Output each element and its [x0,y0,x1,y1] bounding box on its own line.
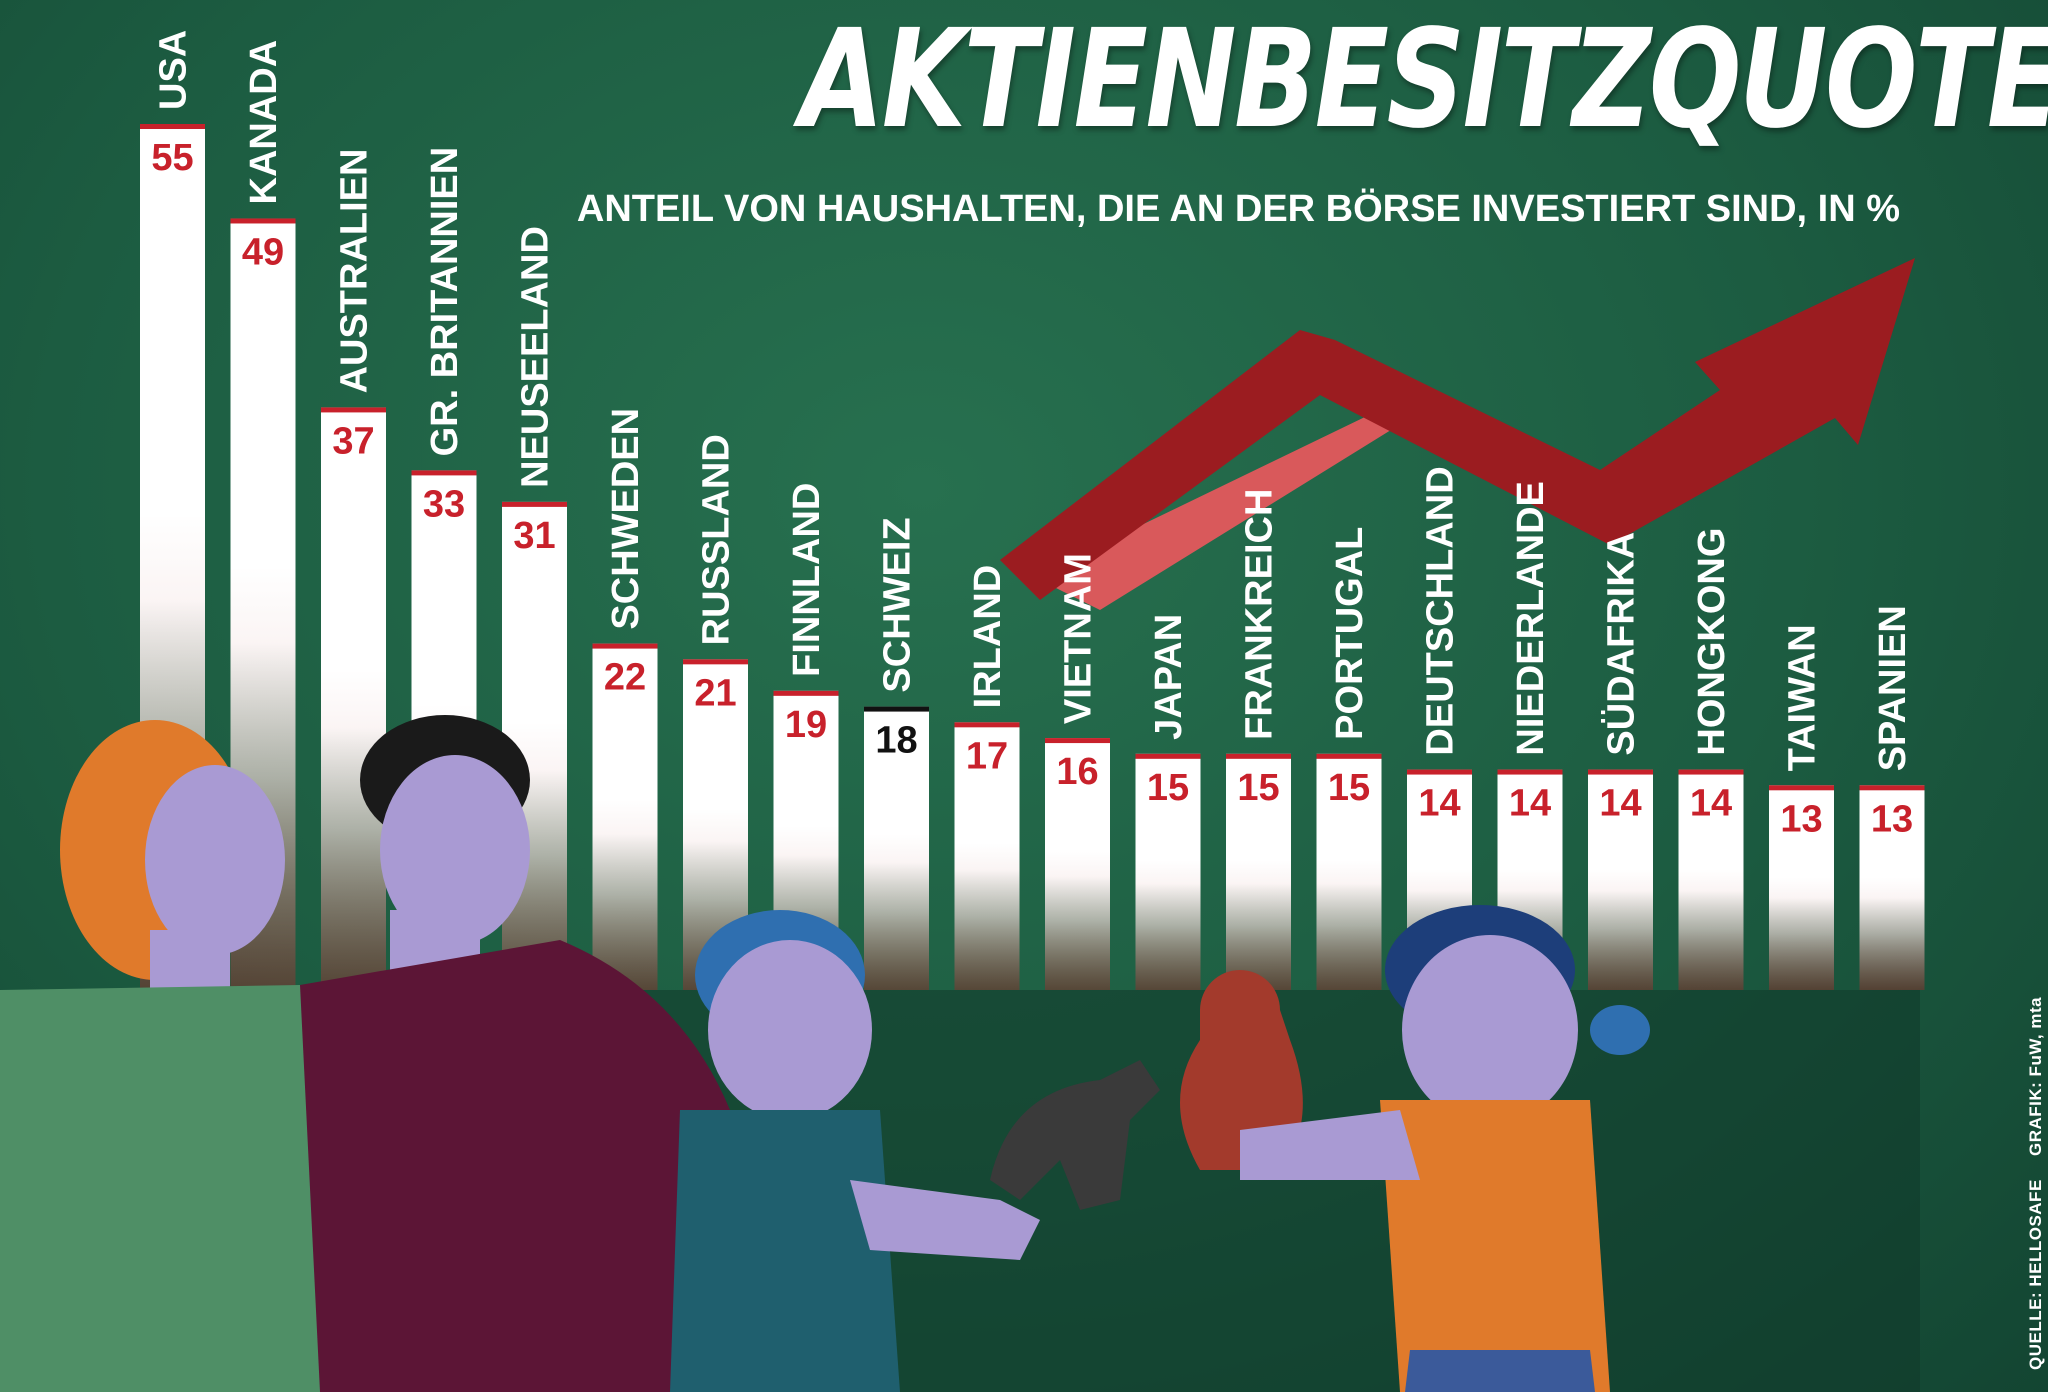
bar-cap [1588,769,1653,775]
woman-face [145,765,285,955]
bar-value-label: 15 [1147,767,1189,809]
graphic-credit: GRAFIK: FuW, mta [2026,996,2045,1156]
bar-grain [864,834,929,990]
boy-arm [850,1180,1040,1260]
country-label: AUSTRALIEN [334,149,376,394]
country-label: JAPAN [1148,614,1190,740]
bar-value-label: 55 [151,137,193,179]
country-label: NIEDERLANDE [1510,481,1552,755]
bar-grain [1226,860,1291,990]
bar-value-label: 13 [1780,798,1822,840]
bar-grain [1588,868,1653,990]
bar-grain [321,669,386,990]
bar-grain [1678,868,1744,990]
bar-grain [1769,877,1834,990]
trend-arrow-body [1000,258,1915,600]
bar-cap [1316,753,1382,759]
bar-grain [1316,860,1382,990]
bar-cap [1678,769,1744,775]
bar-value-label: 16 [1056,751,1098,793]
teddy-bear [1180,970,1303,1170]
country-label: RUSSLAND [696,434,738,645]
girl-ponytail [1590,1005,1650,1055]
bull-figure [990,1060,1160,1210]
bar-cap [773,690,839,696]
source-credit: QUELLE: HELLOSAFE GRAFIK: FuW, mta [2026,979,2046,1370]
bar-value-label: 22 [604,657,646,699]
country-label: SPANIEN [1872,605,1914,771]
girl-body [1380,1100,1610,1392]
bar-grain [1045,851,1110,990]
bar-value-label: 14 [1690,783,1732,825]
country-label: IRLAND [967,565,1009,709]
country-label: SCHWEDEN [605,408,647,630]
man-body [300,940,760,1392]
bar-value-label: 17 [966,735,1008,777]
bar-grain [1859,877,1925,990]
boy-face [708,940,872,1120]
country-label: NEUSEELAND [515,226,557,488]
country-label: USA [153,30,195,110]
bar-cap [321,407,386,413]
girl-face [1402,935,1578,1125]
source-label: QUELLE: HELLOSAFE [2026,1179,2045,1370]
country-label: SCHWEIZ [877,517,919,692]
bar-cap [1226,753,1291,759]
country-label: VIETNAM [1058,553,1100,724]
bar-value-label: 13 [1871,798,1913,840]
country-label: TAIWAN [1782,624,1824,771]
bar-value-label: 18 [875,720,917,762]
bar-cap [502,501,567,507]
bar-value-label: 19 [785,704,827,746]
country-label: GR. BRITANNIEN [424,147,466,457]
bar-cap [140,124,205,129]
bar-cap [1859,785,1925,791]
family-illustration [0,715,1650,1392]
page-title: AKTIENBESITZQUOTEN [800,1,2048,159]
bar-value-label: 14 [1509,783,1551,825]
girl-arm [1240,1110,1420,1180]
bar-cap [1135,753,1201,759]
bar-value-label: 49 [242,231,284,273]
bar-cap [230,218,296,224]
bar-value-label: 14 [1599,783,1641,825]
bar-cap [1497,769,1563,775]
bar-value-label: 33 [423,483,465,525]
bar-cap [1769,785,1834,791]
bar-grain [954,842,1020,990]
bar-cap [683,659,748,665]
country-label: SÜDAFRIKA [1600,532,1643,756]
bar-cap [411,470,477,476]
girl-legs [1405,1350,1595,1392]
trend-arrow [1000,258,1915,610]
bar-cap [1407,769,1472,775]
country-label: DEUTSCHLAND [1420,466,1462,755]
country-label: FINNLAND [786,483,828,677]
man-face [380,755,530,945]
bar-value-label: 21 [694,672,736,714]
bar-value-label: 15 [1328,767,1370,809]
country-label: FRANKREICH [1239,489,1281,740]
labels-layer: 55 USA 49 KANADA 37 AUSTRALIEN 33 GR. BRITANNIE… [151,30,1914,841]
chart-subtitle: ANTEIL VON HAUSHALTEN, DIE AN DER BÖRSE … [576,188,1900,230]
bar-cap [592,643,658,649]
bar-value-label: 14 [1418,783,1460,825]
bar-cap [954,722,1020,728]
boy-body [670,1110,900,1392]
country-label: PORTUGAL [1329,527,1371,740]
bar-cap [864,706,929,712]
bar-grain [1135,860,1201,990]
bar-grain [592,799,658,990]
bar-value-label: 37 [332,420,374,462]
country-label: HONGKONG [1691,528,1733,756]
bar-cap [1045,738,1110,744]
bar-value-label: 31 [513,515,555,557]
country-label: KANADA [243,40,285,205]
bar-value-label: 15 [1237,767,1279,809]
